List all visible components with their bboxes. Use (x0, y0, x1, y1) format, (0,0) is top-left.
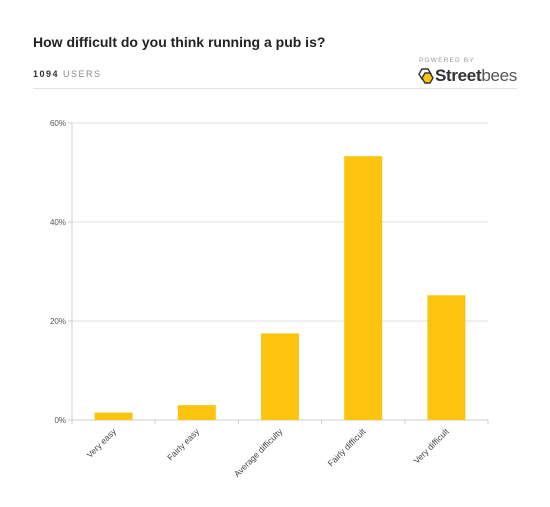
user-count: 1094 USERS (33, 69, 102, 79)
y-tick-label: 40% (50, 218, 66, 227)
x-tick-label: Very difficult (411, 426, 451, 466)
powered-by-label: POWERED BY (418, 57, 475, 64)
header-divider (33, 88, 517, 89)
bee-icon (418, 68, 434, 84)
user-count-label: USERS (63, 69, 102, 79)
bar (427, 295, 466, 420)
bar (177, 405, 216, 420)
brand-wordmark-light: bees (481, 66, 517, 85)
streetbees-logo: Streetbees (417, 66, 517, 86)
x-tick-label: Fairly difficult (326, 426, 368, 468)
bar (261, 333, 299, 420)
y-tick-label: 0% (54, 416, 66, 425)
y-tick-label: 60% (50, 119, 66, 128)
x-tick-label: Average difficulty (232, 426, 285, 479)
brand-wordmark-bold: Street (434, 66, 482, 85)
bar (344, 156, 383, 421)
x-tick-label: Very easy (85, 426, 119, 460)
x-tick-label: Fairly easy (165, 426, 202, 463)
bar (94, 412, 133, 420)
brand-wordmark: Streetbees (435, 66, 517, 86)
chart-title: How difficult do you think running a pub… (33, 34, 326, 50)
brand-block: POWERED BY Streetbees (417, 57, 517, 86)
user-count-value: 1094 (33, 69, 60, 79)
y-tick-label: 20% (50, 317, 66, 326)
